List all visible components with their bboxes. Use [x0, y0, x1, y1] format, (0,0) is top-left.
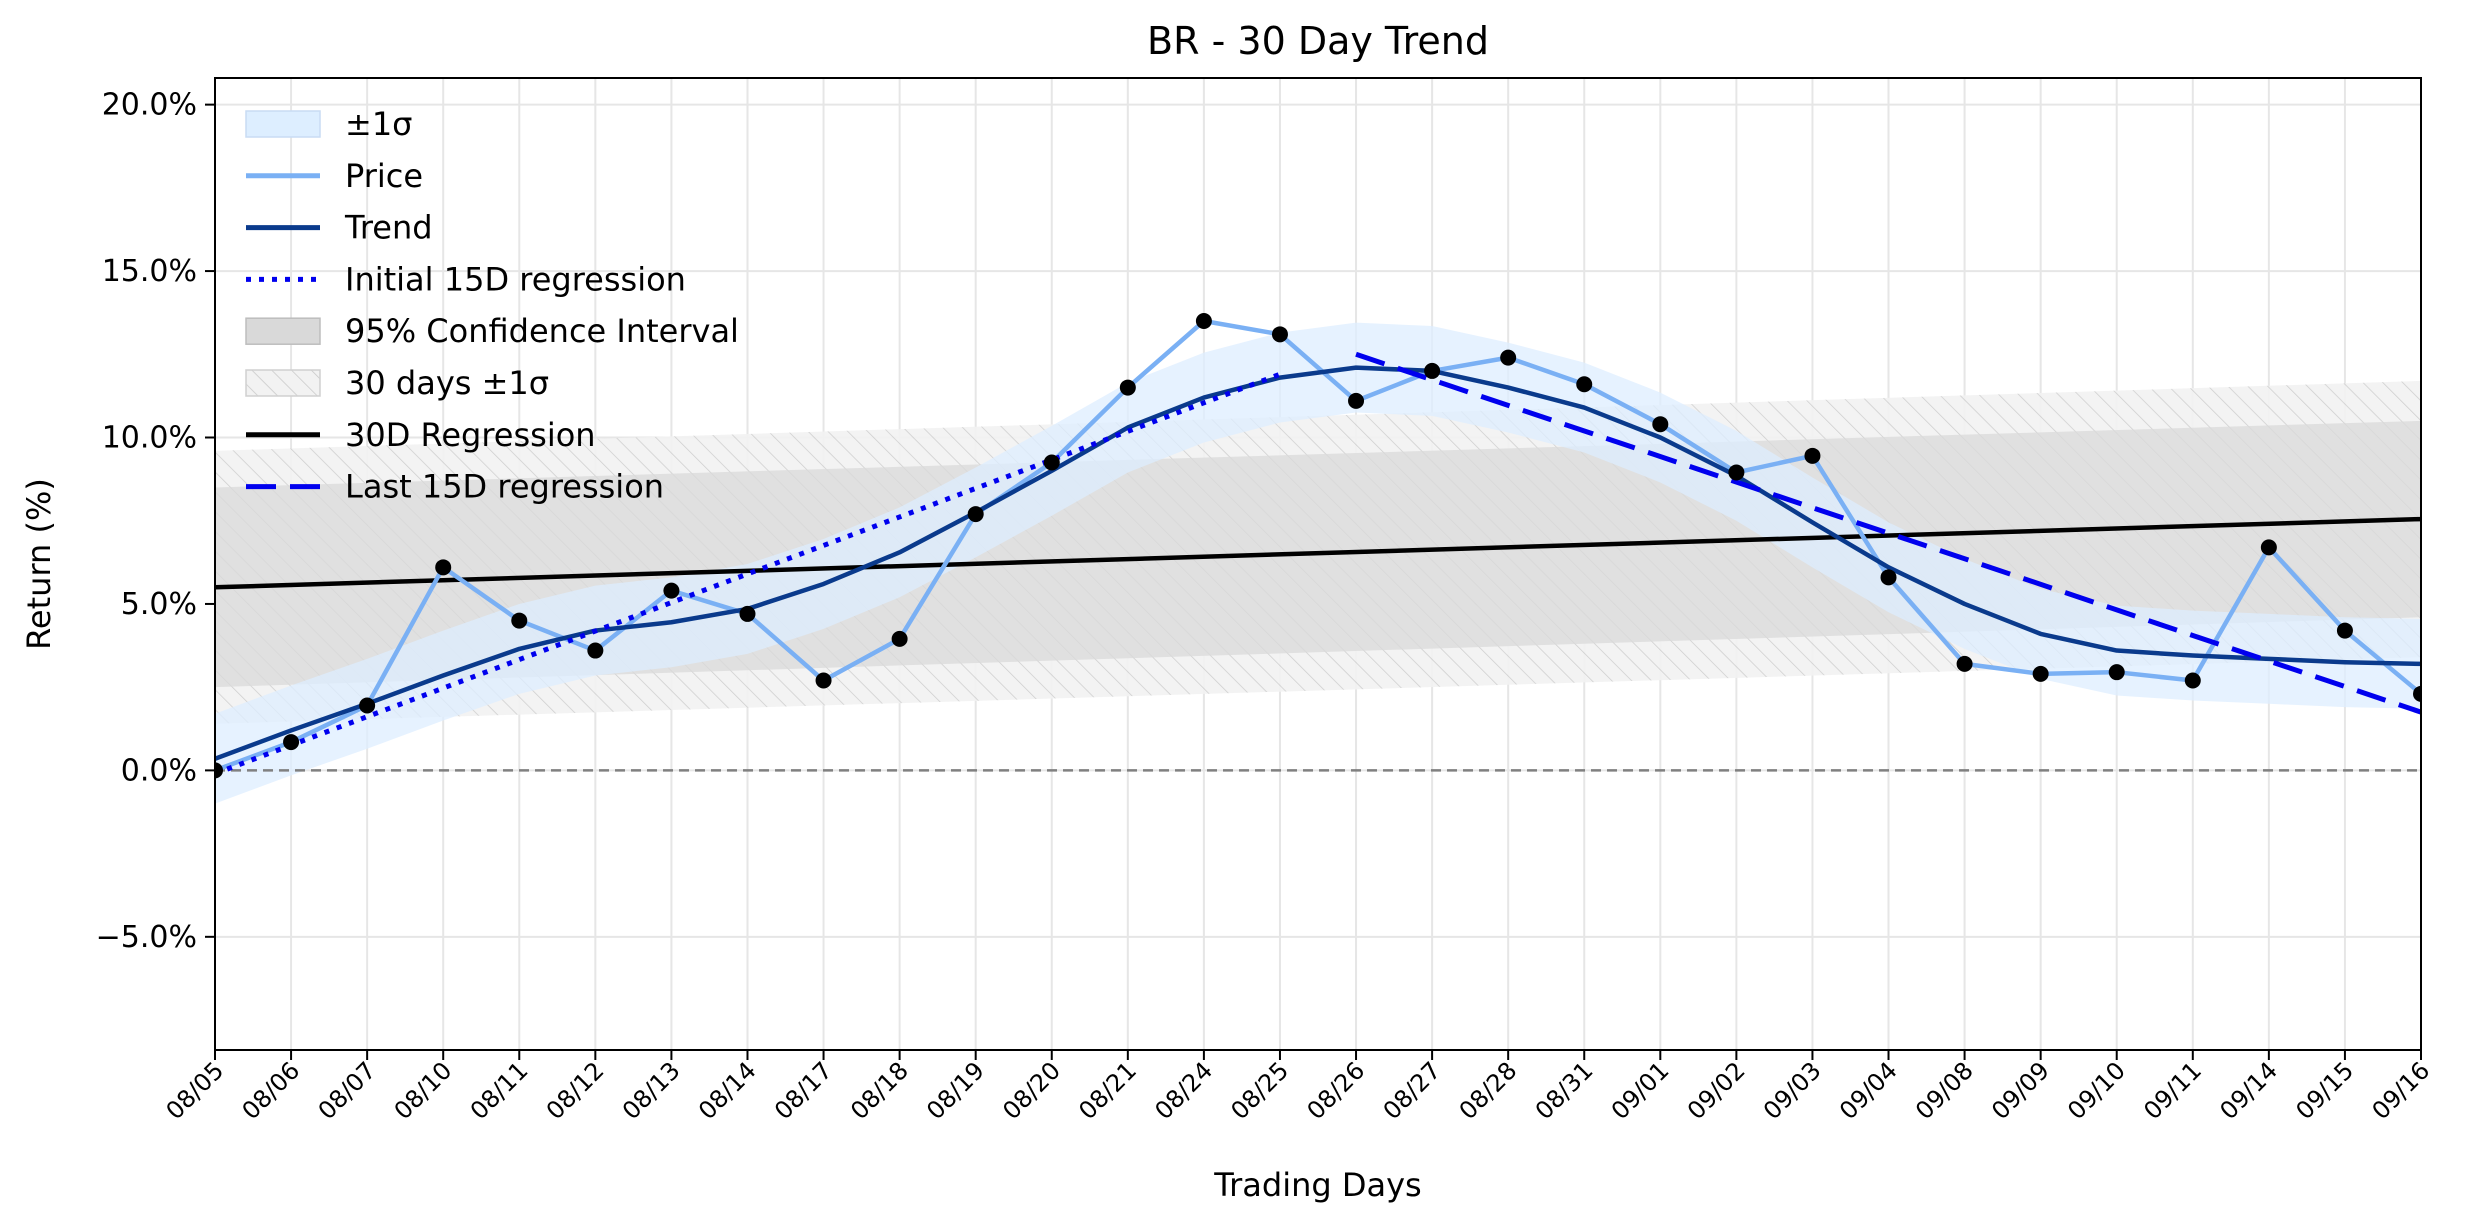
price-point: [1652, 416, 1669, 433]
plot-area: [215, 313, 2421, 804]
x-tick-label: 09/09: [1986, 1056, 2055, 1125]
legend-30-days-sigma-swatch: [245, 369, 321, 397]
chart-title: BR - 30 Day Trend: [1147, 19, 1489, 63]
legend-confidence-interval: 95% Confidence Interval: [245, 312, 739, 350]
x-tick-label: 08/31: [1530, 1056, 1599, 1125]
price-point: [1195, 313, 1212, 329]
price-point: [1043, 454, 1060, 471]
regression-last-15d-line: [1355, 351, 2421, 715]
price-point: [1956, 655, 1973, 672]
price-point: [1348, 392, 1365, 409]
price-point: [967, 506, 984, 523]
legend-confidence-interval-label: 95% Confidence Interval: [345, 312, 739, 350]
x-tick-label: 09/08: [1910, 1056, 1979, 1125]
x-tick-label: 08/12: [541, 1056, 610, 1125]
y-tick-label: 15.0%: [102, 254, 197, 289]
x-tick-label: 08/25: [1225, 1056, 1294, 1125]
x-tick-label: 09/02: [1682, 1056, 1751, 1125]
plot-frame: [214, 77, 2422, 1051]
legend-initial-15d: Initial 15D regression: [246, 260, 686, 298]
price-point: [359, 697, 376, 714]
y-tick-label: −5.0%: [96, 920, 197, 955]
x-tick-label: 09/14: [2214, 1056, 2283, 1125]
legend-price: Price: [246, 157, 423, 195]
legend-sigma-swatch: [245, 110, 321, 138]
x-tick-label: 08/18: [845, 1056, 914, 1125]
y-tick-label: 10.0%: [102, 421, 197, 456]
legend-30d-regression-label: 30D Regression: [345, 416, 596, 454]
x-tick-label: 08/19: [921, 1056, 990, 1125]
price-point: [283, 734, 300, 751]
x-tick-label: 09/11: [2138, 1056, 2207, 1125]
legend-trend: Trend: [246, 209, 433, 247]
x-tick-label: 09/16: [2367, 1056, 2436, 1125]
regression-30d-line: [215, 516, 2421, 590]
x-tick-label: 09/04: [1834, 1056, 1903, 1125]
x-tick-label: 08/24: [1149, 1056, 1218, 1125]
x-tick-label: 08/20: [997, 1056, 1066, 1125]
price-point: [815, 672, 832, 689]
x-tick-label: 08/21: [1073, 1056, 1142, 1125]
y-axis-label: Return (%): [20, 478, 58, 650]
legend-confidence-interval-swatch: [245, 317, 321, 345]
x-axis-label: Trading Days: [1213, 1166, 1421, 1204]
price-point: [739, 605, 756, 622]
price-point: [2413, 685, 2421, 702]
x-tick-label: 09/10: [2062, 1056, 2131, 1125]
x-tick-label: 08/13: [617, 1056, 686, 1125]
price-point: [1271, 326, 1288, 343]
price-point: [1500, 349, 1517, 366]
price-point: [1728, 464, 1745, 481]
x-tick-label: 08/05: [161, 1056, 230, 1125]
legend-trend-label: Trend: [344, 209, 433, 247]
price-point: [215, 762, 223, 779]
legend-30-days-sigma-label: 30 days ±1σ: [345, 364, 549, 402]
y-tick-label: 5.0%: [121, 587, 197, 622]
legend-price-label: Price: [345, 157, 423, 195]
price-point: [891, 630, 908, 647]
legend-last-15d: Last 15D regression: [246, 468, 664, 506]
x-tick-label: 08/11: [465, 1056, 534, 1125]
x-tick-label: 08/14: [693, 1056, 762, 1125]
price-point: [2032, 665, 2049, 682]
y-tick-label: 20.0%: [102, 88, 197, 123]
x-tick-label: 08/17: [769, 1056, 838, 1125]
x-tick-label: 08/26: [1302, 1056, 1371, 1125]
x-tick-label: 09/03: [1758, 1056, 1827, 1125]
price-point: [1804, 447, 1821, 464]
price-line: [215, 318, 2421, 773]
price-point: [511, 612, 528, 629]
price-point: [2336, 622, 2353, 639]
price-point: [2108, 664, 2125, 681]
price-point: [587, 642, 604, 659]
x-tick-label: 08/07: [313, 1056, 382, 1125]
x-tick-label: 08/06: [237, 1056, 306, 1125]
legend-30-days-sigma: 30 days ±1σ: [245, 364, 549, 402]
price-point: [663, 582, 680, 599]
price-point: [2260, 539, 2277, 556]
legend: ±1σ Price Trend Initial 15D regression 95% C…: [245, 105, 739, 506]
legend-initial-15d-label: Initial 15D regression: [345, 260, 686, 298]
x-tick-label: 08/27: [1378, 1056, 1447, 1125]
price-point: [1424, 362, 1441, 379]
legend-last-15d-label: Last 15D regression: [345, 468, 664, 506]
x-tick-label: 08/28: [1454, 1056, 1523, 1125]
y-axis: −5.0% 0.0% 5.0% 10.0% 15.0% 20.0%: [96, 88, 215, 955]
x-tick-label: 09/01: [1606, 1056, 1675, 1125]
price-point: [435, 559, 452, 576]
legend-sigma-label: ±1σ: [345, 105, 412, 143]
price-point: [1880, 569, 1897, 586]
y-tick-label: 0.0%: [121, 753, 197, 788]
price-point: [1119, 379, 1136, 396]
price-point: [2184, 672, 2201, 689]
price-point: [1576, 376, 1593, 393]
x-tick-label: 09/15: [2290, 1056, 2359, 1125]
legend-30d-regression: 30D Regression: [246, 416, 596, 454]
x-tick-label: 08/10: [389, 1056, 458, 1125]
x-axis: 08/05 08/06 08/07 08/10 08/11 08/12 08/13 08/14…: [161, 1050, 2436, 1125]
legend-sigma: ±1σ: [245, 105, 412, 143]
